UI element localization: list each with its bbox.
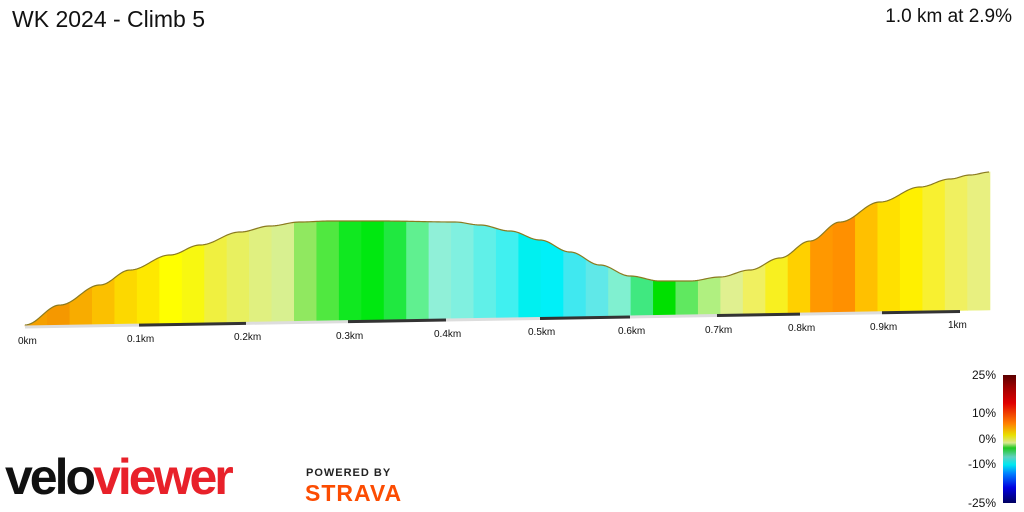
profile-segment xyxy=(877,193,901,313)
profile-segment xyxy=(159,251,183,325)
profile-segment xyxy=(630,275,654,317)
profile-segment xyxy=(271,221,295,323)
profile-segment xyxy=(406,220,430,320)
profile-segment xyxy=(428,221,452,320)
profile-segment xyxy=(608,266,632,317)
distance-tick-label: 0.3km xyxy=(336,330,364,342)
profile-segment xyxy=(518,232,542,319)
distance-tick-label: 0.4km xyxy=(434,329,462,341)
climb-summary: 1.0 km at 2.9% xyxy=(885,6,1012,27)
profile-outline xyxy=(24,171,990,326)
profile-segment xyxy=(316,220,340,322)
profile-segment xyxy=(495,227,520,319)
distance-scale-band xyxy=(881,309,961,315)
distance-tick-label: 0.5km xyxy=(528,327,556,339)
distance-scale-band xyxy=(445,316,541,322)
legend-label: 10% xyxy=(971,406,996,420)
profile-segment xyxy=(114,268,138,325)
profile-segment xyxy=(922,179,946,312)
profile-segment xyxy=(720,270,744,315)
distance-scale-band xyxy=(24,323,140,329)
profile-segment xyxy=(226,230,250,323)
profile-segment xyxy=(451,221,475,320)
profile-segment xyxy=(653,280,677,316)
profile-segment xyxy=(540,239,564,318)
distance-tick-label: 0km xyxy=(18,336,37,347)
profile-segment xyxy=(742,263,766,315)
profile-segment xyxy=(563,250,587,318)
profile-segment xyxy=(697,276,721,316)
page-title: WK 2024 - Climb 5 xyxy=(12,6,206,32)
distance-tick-label: 0.1km xyxy=(127,334,155,346)
distance-scale-band xyxy=(716,312,801,318)
profile-segment xyxy=(204,234,228,324)
profile-segment xyxy=(765,254,789,315)
profile-segment xyxy=(675,279,699,316)
profile-segment xyxy=(181,244,205,324)
profile-segment xyxy=(473,224,497,319)
gradient-color-scale xyxy=(1003,375,1016,503)
profile-segment xyxy=(338,220,362,322)
powered-by-label: POWERED BY xyxy=(306,467,392,479)
distance-tick-label: 0.6km xyxy=(618,325,646,337)
legend-label: 0% xyxy=(978,432,996,446)
distance-scale-band xyxy=(629,314,718,319)
distance-scale-band xyxy=(539,315,631,320)
profile-segment xyxy=(69,286,93,326)
profile-segment xyxy=(832,215,856,313)
profile-segment xyxy=(855,201,879,313)
strava-logo[interactable]: STRAVA xyxy=(305,480,403,506)
distance-tick-label: 0.8km xyxy=(788,323,816,335)
distance-tick-label: 0.7km xyxy=(705,324,733,336)
distance-tick-label: 0.2km xyxy=(234,332,262,344)
profile-segment xyxy=(383,220,407,321)
profile-segment xyxy=(294,221,318,322)
profile-segment xyxy=(899,186,923,312)
legend-label: -10% xyxy=(967,457,996,471)
distance-scale-band xyxy=(799,311,883,316)
veloviewer-logo[interactable]: veloviewer xyxy=(5,449,234,505)
distance-tick-label: 0.9km xyxy=(870,321,898,333)
distance-scale-band xyxy=(347,318,447,324)
profile-segment xyxy=(249,225,273,323)
profile-segment xyxy=(810,223,834,314)
legend-label: -25% xyxy=(967,496,996,510)
distance-scale-band xyxy=(245,320,349,325)
distance-scale-band xyxy=(138,321,247,327)
profile-segment xyxy=(944,174,968,312)
legend-label: 25% xyxy=(971,368,996,382)
profile-segment xyxy=(585,258,609,318)
distance-tick-label: 1km xyxy=(948,320,967,332)
profile-segment xyxy=(361,220,385,321)
profile-segment xyxy=(967,171,991,311)
